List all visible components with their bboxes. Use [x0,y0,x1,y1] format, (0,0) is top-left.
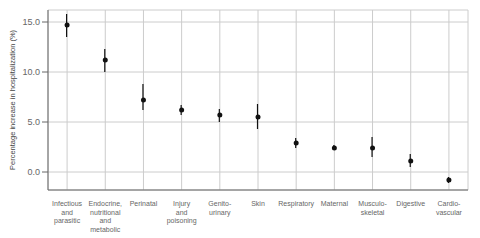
svg-text:Cardio-vascular: Cardio-vascular [436,200,463,216]
svg-text:5.0: 5.0 [27,117,40,127]
svg-text:Respiratory: Respiratory [278,200,314,208]
svg-text:Genito-urinary: Genito-urinary [208,200,232,217]
svg-text:Digestive: Digestive [396,200,425,208]
svg-text:Infectiousandparasitic: Infectiousandparasitic [52,200,82,225]
svg-text:15.0: 15.0 [22,17,40,27]
svg-text:Endocrine,nutritionalandmetabo: Endocrine,nutritionalandmetabolic [89,200,123,233]
svg-text:Percentage increase in hospita: Percentage increase in hospitalization (… [8,29,17,170]
svg-text:0.0: 0.0 [27,167,40,177]
svg-text:Injuryandpoisoning: Injuryandpoisoning [167,200,197,225]
svg-text:Skin: Skin [251,200,265,207]
svg-text:Maternal: Maternal [321,200,349,207]
svg-text:Perinatal: Perinatal [130,200,158,207]
svg-text:Musculo-skeletal: Musculo-skeletal [358,200,387,216]
svg-text:10.0: 10.0 [22,67,40,77]
